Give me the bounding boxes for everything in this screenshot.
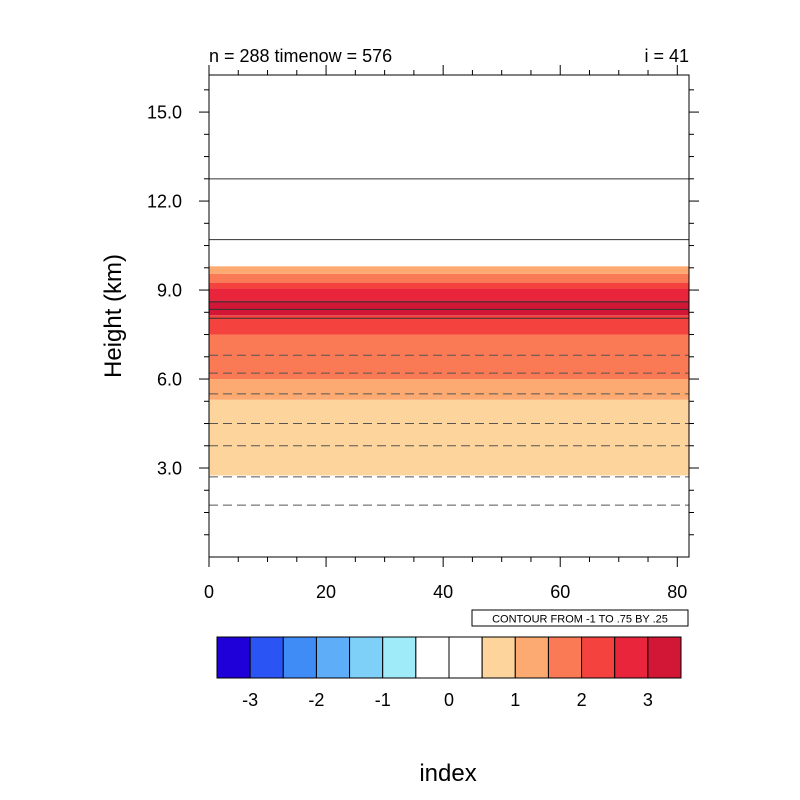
y-tick-label: 15.0 bbox=[147, 103, 182, 123]
x-tick-label: 60 bbox=[550, 582, 570, 602]
colorbar-box bbox=[415, 636, 450, 679]
colorbar-label: 1 bbox=[510, 690, 520, 710]
colorbar-box bbox=[315, 636, 351, 679]
colorbar-label: 2 bbox=[577, 690, 587, 710]
colorbar-label: -1 bbox=[375, 690, 391, 710]
contour-band bbox=[209, 315, 689, 335]
contour-band bbox=[209, 288, 689, 301]
colorbar-box bbox=[382, 636, 417, 679]
contour-info-text: CONTOUR FROM -1 TO .75 BY .25 bbox=[492, 614, 668, 626]
contour-band bbox=[209, 379, 689, 400]
contour-band bbox=[209, 266, 689, 274]
contour-band bbox=[209, 282, 689, 289]
colorbar-label: 0 bbox=[444, 690, 454, 710]
colorbar-box bbox=[249, 636, 284, 679]
y-tick-label: 3.0 bbox=[157, 459, 182, 479]
contour-info-box: CONTOUR FROM -1 TO .75 BY .25 bbox=[471, 609, 689, 627]
contour-band bbox=[209, 300, 689, 316]
title-left: n = 288 timenow = 576 bbox=[209, 46, 392, 66]
colorbar-label: 3 bbox=[643, 690, 653, 710]
y-tick-label: 6.0 bbox=[157, 370, 182, 390]
colorbar-box bbox=[547, 636, 583, 679]
x-tick-label: 20 bbox=[316, 582, 336, 602]
title-right: i = 41 bbox=[644, 46, 689, 66]
plot-area bbox=[209, 178, 689, 506]
colorbar-box bbox=[448, 636, 483, 679]
contour-band bbox=[209, 399, 689, 476]
colorbar: -3 -2 -1 0 1 2 3 bbox=[216, 636, 682, 710]
y-tick-label: 12.0 bbox=[147, 192, 182, 212]
axes: 0 20 40 60 80 3.0 6.0 9.0 12.0 15.0 bbox=[147, 65, 699, 602]
x-tick-label: 40 bbox=[433, 582, 453, 602]
colorbar-label: -2 bbox=[308, 690, 324, 710]
colorbar-box bbox=[647, 636, 682, 679]
x-tick-label: 80 bbox=[667, 582, 687, 602]
plot-frame bbox=[208, 74, 690, 558]
y-tick-label: 9.0 bbox=[157, 281, 182, 301]
y-axis-label: Height (km) bbox=[100, 254, 127, 378]
colorbar-box bbox=[282, 636, 317, 679]
x-tick-label: 0 bbox=[204, 582, 214, 602]
colorbar-label: -3 bbox=[242, 690, 258, 710]
colorbar-box bbox=[514, 636, 549, 679]
x-axis-label: index bbox=[419, 760, 476, 787]
colorbar-box bbox=[349, 636, 384, 679]
colorbar-box bbox=[581, 636, 616, 679]
contour-band bbox=[209, 273, 689, 283]
contour-band bbox=[209, 334, 689, 380]
colorbar-box bbox=[216, 636, 251, 679]
colorbar-box bbox=[481, 636, 516, 679]
colorbar-box bbox=[614, 636, 649, 679]
